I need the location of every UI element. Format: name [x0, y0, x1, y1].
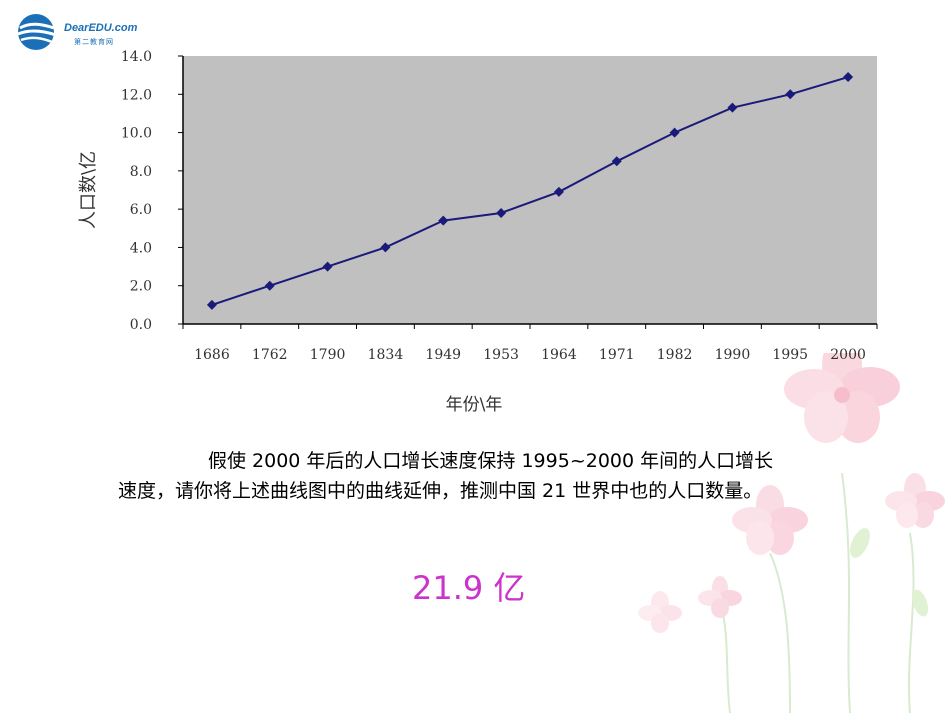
x-tick-label: 2000	[830, 347, 866, 363]
flower-decoration	[638, 353, 945, 713]
data-point	[322, 261, 333, 272]
plot-area	[183, 56, 877, 324]
dearedu-logo: DearEDU.com 第二教育网	[12, 10, 152, 56]
x-tick-label: 1949	[425, 347, 461, 363]
y-tick-label: 10.0	[121, 126, 152, 142]
y-tick-labels: 0.0 2.0 4.0 6.0 8.0 10.0 12.0 14.0	[121, 49, 152, 333]
data-point	[611, 156, 622, 167]
population-line-chart: 0.0 2.0 4.0 6.0 8.0 10.0 12.0 14.0 1686 1762 1790…	[78, 49, 878, 415]
x-tick-labels: 1686 1762 1790 1834 1949 1953 1964 1971 1982 1990…	[194, 347, 866, 363]
x-tick-label: 1834	[368, 347, 404, 363]
y-axis-label: 人口数\亿	[78, 151, 99, 229]
x-axis-label: 年份\年	[446, 395, 503, 415]
y-tick-label: 2.0	[130, 279, 152, 295]
y-tick-label: 6.0	[130, 202, 152, 218]
y-tick-label: 4.0	[130, 240, 152, 256]
question-line-1: 假使 2000 年后的人口增长速度保持 1995~2000 年间的人口增长	[208, 450, 774, 472]
x-tick-label: 1686	[194, 347, 230, 363]
question-text: 假使 2000 年后的人口增长速度保持 1995~2000 年间的人口增长 速度…	[118, 446, 918, 506]
answer-text: 21.9 亿	[412, 569, 526, 607]
y-tick-label: 0.0	[130, 317, 152, 333]
data-markers	[206, 72, 854, 310]
data-point	[264, 280, 275, 291]
y-tick-label: 12.0	[121, 87, 152, 103]
y-tick-label: 8.0	[130, 164, 152, 180]
data-point	[553, 186, 564, 197]
logo-sub-text: 第二教育网	[74, 38, 114, 46]
x-tick-label: 1995	[772, 347, 808, 363]
data-point	[843, 72, 854, 83]
series-line	[211, 76, 849, 306]
y-tick-label: 14.0	[121, 49, 152, 65]
globe-logo-icon	[17, 14, 57, 50]
x-tick-label: 1964	[541, 347, 577, 363]
x-tick-label: 1762	[252, 347, 288, 363]
x-tick-label: 1982	[657, 347, 693, 363]
data-point	[438, 215, 449, 226]
x-tick-label: 1990	[715, 347, 751, 363]
data-point	[496, 207, 507, 218]
data-point	[380, 242, 391, 253]
axis-ticks	[178, 55, 878, 329]
logo-brand-text: DearEDU.com	[64, 22, 138, 34]
data-point	[206, 299, 217, 310]
x-tick-label: 1790	[310, 347, 346, 363]
data-point	[727, 102, 738, 113]
x-tick-label: 1971	[599, 347, 635, 363]
x-tick-label: 1953	[483, 347, 519, 363]
data-point	[669, 127, 680, 138]
question-line-2: 速度，请你将上述曲线图中的曲线延伸，推测中国 21 世界中也的人口数量。	[118, 480, 763, 502]
data-point	[785, 89, 796, 100]
